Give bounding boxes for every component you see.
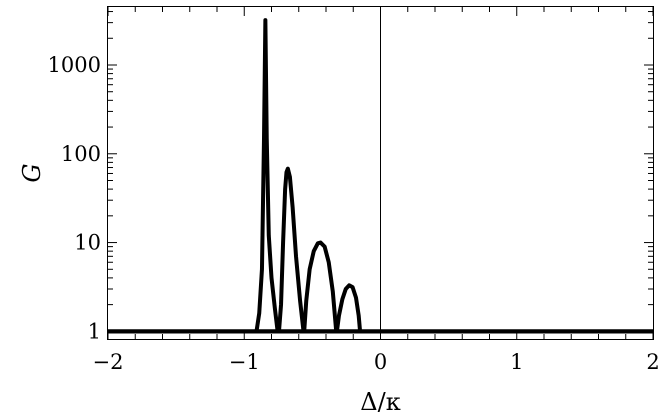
- series-line-3: [302, 240, 339, 334]
- y-tick-label: 1000: [48, 53, 101, 77]
- series-line-4: [334, 283, 363, 334]
- y-tick-label: 100: [61, 142, 101, 166]
- axis-ticks: [107, 7, 654, 339]
- series-line-2: [276, 166, 306, 334]
- y-tick-label: 10: [74, 231, 101, 255]
- y-axis-label: G: [18, 163, 46, 182]
- series-group: [108, 18, 653, 334]
- x-tick-label: 0: [374, 350, 387, 374]
- plot-frame: [107, 6, 654, 340]
- x-tick-label: 2: [646, 350, 659, 374]
- tick-labels: −2 −1 0 1 2 1 10 100 1000: [48, 53, 660, 374]
- x-tick-label: 1: [510, 350, 523, 374]
- y-tick-label: 1: [88, 319, 101, 343]
- series-line-1: [254, 18, 280, 334]
- x-tick-label: −1: [229, 350, 260, 374]
- x-tick-label: −2: [93, 350, 124, 374]
- x-axis-label: Δ/κ: [360, 388, 400, 416]
